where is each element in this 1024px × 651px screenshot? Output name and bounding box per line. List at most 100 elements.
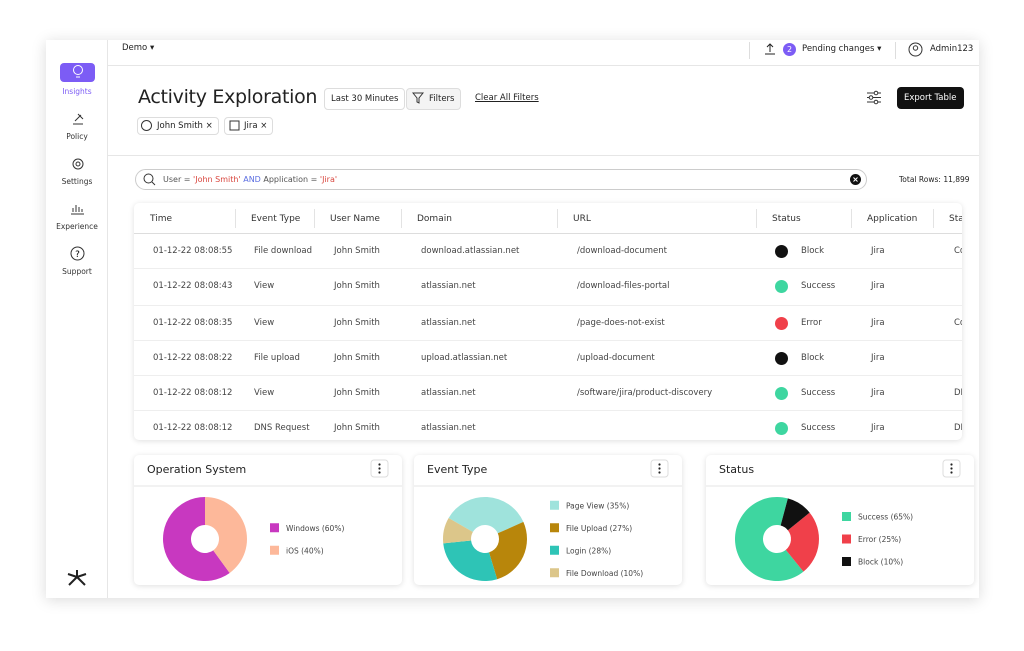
legend-swatch xyxy=(270,523,279,533)
upload-icon xyxy=(765,43,775,55)
query-part: 'John Smith' xyxy=(193,175,241,184)
chip-label: Jira xyxy=(244,121,258,131)
row-divider xyxy=(134,375,962,376)
search-bar[interactable] xyxy=(135,169,867,190)
column-divider xyxy=(314,209,315,228)
menu-dot xyxy=(658,467,661,470)
logo xyxy=(67,570,87,586)
table-cell: Jira xyxy=(871,353,885,363)
table-cell: John Smith xyxy=(334,423,380,433)
nav-label[interactable]: Support xyxy=(62,267,92,276)
table-cell: 01-12-22 08:08:22 xyxy=(153,353,233,363)
table-cell: DI xyxy=(954,423,962,433)
clear-search[interactable] xyxy=(850,174,861,185)
table-cell: 01-12-22 08:08:43 xyxy=(153,281,233,291)
workspace[interactable]: Demo ▾ xyxy=(122,43,155,53)
nav-label[interactable]: Insights xyxy=(62,87,92,96)
table-cell: View xyxy=(254,318,275,328)
legend-label: Page View (35%) xyxy=(566,501,629,510)
legend-label: File Download (10%) xyxy=(566,569,643,578)
divider xyxy=(749,42,750,59)
chart: Status Success (65%) Error (25%) Block (10%… xyxy=(706,459,974,581)
active-nav-bg xyxy=(60,63,95,82)
legend-swatch xyxy=(550,500,559,510)
header-divider xyxy=(134,233,962,234)
table-cell: John Smith xyxy=(334,353,380,363)
table-cell: Success xyxy=(801,388,836,398)
total-rows: Total Rows: 11,899 xyxy=(899,175,970,184)
legend-swatch xyxy=(550,568,559,578)
table-cell: DNS Request xyxy=(254,423,310,433)
menu-dot xyxy=(950,463,953,466)
search-icon xyxy=(143,173,156,186)
status-icon xyxy=(775,280,788,293)
icon: ? xyxy=(70,246,85,261)
column-header: Domain xyxy=(417,214,452,224)
pending-changes[interactable]: Pending changes ▾ xyxy=(802,44,882,54)
workspace-name: Demo xyxy=(122,43,148,53)
menu-dot xyxy=(378,471,381,474)
legend-label: Error (25%) xyxy=(858,535,901,544)
table-cell: John Smith xyxy=(334,318,380,328)
column-divider xyxy=(401,209,402,228)
status-icon xyxy=(775,317,788,330)
table-cell: Jira xyxy=(871,246,885,256)
table-cell: Success xyxy=(801,281,836,291)
column-divider xyxy=(235,209,236,228)
query-part: User = xyxy=(163,175,194,184)
table-cell: download.atlassian.net xyxy=(421,246,520,256)
divider xyxy=(108,155,979,156)
icon xyxy=(72,158,84,170)
chart-card: Status Success (65%) Error (25%) Block (10%… xyxy=(706,455,974,585)
menu-dot xyxy=(658,463,661,466)
table-cell: 01-12-22 08:08:12 xyxy=(153,423,233,433)
table-cell: John Smith xyxy=(334,281,380,291)
search-query: User = 'John Smith' AND Application = 'J… xyxy=(163,175,337,184)
table-cell: /upload-document xyxy=(577,353,655,363)
table-cell: atlassian.net xyxy=(421,281,476,291)
table-cell: View xyxy=(254,388,275,398)
pie-slice xyxy=(785,512,819,572)
table-cell: Jira xyxy=(871,281,885,291)
legend-label: Success (65%) xyxy=(858,513,913,522)
data-table: Time Event Type User Name Domain URL Status Ap… xyxy=(134,203,962,440)
nav-label[interactable]: Experience xyxy=(56,222,98,231)
column-divider xyxy=(756,209,757,228)
row-divider xyxy=(134,340,962,341)
table-cell: 01-12-22 08:08:55 xyxy=(153,246,233,256)
clear-filters[interactable]: Clear All Filters xyxy=(475,93,539,103)
pending-label: Pending changes xyxy=(802,44,875,54)
legend-swatch xyxy=(550,545,559,555)
chip[interactable]: John Smith × xyxy=(137,117,219,135)
user-name[interactable]: Admin123 xyxy=(930,44,974,54)
table-cell: atlassian.net xyxy=(421,318,476,328)
table-cell: Jira xyxy=(871,318,885,328)
settings-icon[interactable] xyxy=(866,90,882,105)
column-header: URL xyxy=(573,214,591,224)
table-cell: Co xyxy=(954,318,962,328)
pie-slice xyxy=(735,497,804,581)
pie-slice xyxy=(443,518,473,544)
chart: Event Type Page View (35%) File Upload (27… xyxy=(414,459,682,581)
row-divider xyxy=(134,268,962,269)
export-button[interactable]: Export Table xyxy=(897,87,964,109)
menu-dot xyxy=(378,463,381,466)
menu-dot xyxy=(950,467,953,470)
nav-label[interactable]: Settings xyxy=(61,177,93,186)
table-cell: Block xyxy=(801,353,824,363)
pie-slice xyxy=(205,497,247,573)
time-range[interactable]: Last 30 Minutes xyxy=(324,88,406,110)
table-cell: File download xyxy=(254,246,313,256)
total-value: 11,899 xyxy=(943,175,970,184)
table-cell: 01-12-22 08:08:12 xyxy=(153,388,233,398)
chip-label: John Smith xyxy=(157,121,203,131)
table-cell: 01-12-22 08:08:35 xyxy=(153,318,233,328)
table-cell: /software/jira/product-discovery xyxy=(577,388,713,398)
filter-icon xyxy=(412,92,424,104)
table-cell: Jira xyxy=(871,423,885,433)
icon xyxy=(73,65,83,78)
menu-dot xyxy=(950,471,953,474)
legend-swatch xyxy=(550,523,559,533)
nav-label[interactable]: Policy xyxy=(66,132,88,141)
